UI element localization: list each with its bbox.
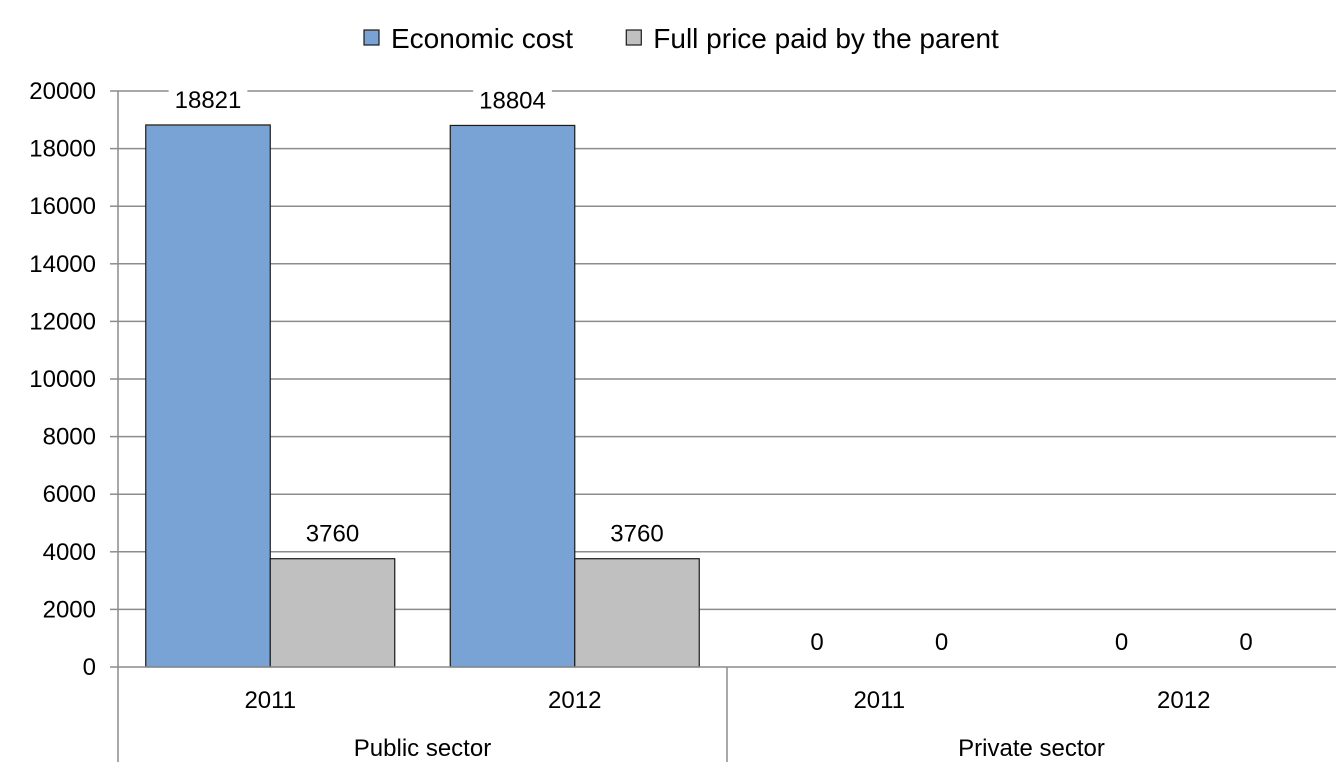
data-label-1-0: 3760 xyxy=(306,521,359,548)
data-label-0-0: 18821 xyxy=(175,87,242,114)
y-tick-label-4000: 4000 xyxy=(43,539,96,566)
x-category-label-2: 2011 xyxy=(853,687,905,714)
data-label-1-3: 0 xyxy=(1239,629,1252,656)
x-category-label-3: 2012 xyxy=(1157,687,1210,714)
y-tick-label-8000: 8000 xyxy=(43,424,96,451)
bar-full-price-paid-by-the-parent-0 xyxy=(269,558,396,668)
y-tick-label-0: 0 xyxy=(83,654,96,681)
x-category-label-1: 2012 xyxy=(548,687,601,714)
data-label-0-3: 0 xyxy=(1115,629,1128,656)
y-tick-label-2000: 2000 xyxy=(43,596,96,623)
y-tick-label-10000: 10000 xyxy=(29,366,96,393)
legend: Economic cost Full price paid by the pare… xyxy=(363,23,999,54)
labels: 18821 18804 0 0 3760 3760 0 0 xyxy=(168,85,1259,657)
bar-economic-cost-0 xyxy=(145,124,271,668)
data-label-bg-1-0 xyxy=(299,519,366,549)
x-category-label-0: 2011 xyxy=(244,687,296,714)
legend-swatch-0 xyxy=(363,29,380,46)
data-label-bg-1-3 xyxy=(1233,628,1259,657)
data-label-1-1: 3760 xyxy=(610,521,663,548)
x-group-label-0: Public sector xyxy=(354,735,491,762)
data-label-0-2: 0 xyxy=(810,629,823,656)
data-label-bg-0-1 xyxy=(473,86,552,116)
data-label-0-1: 18804 xyxy=(479,87,546,114)
legend-swatch-1 xyxy=(625,29,642,46)
data-label-bg-0-3 xyxy=(1108,628,1135,657)
data-label-bg-0-2 xyxy=(804,628,830,657)
y-tick-label-18000: 18000 xyxy=(29,136,96,163)
data-label-bg-0-0 xyxy=(168,85,248,115)
legend-label-1: Full price paid by the parent xyxy=(653,23,999,54)
data-label-bg-1-2 xyxy=(928,628,955,657)
y-tick-label-16000: 16000 xyxy=(29,193,96,220)
x-group-label-1: Private sector xyxy=(958,735,1105,762)
data-label-bg-1-1 xyxy=(604,519,670,549)
bar-full-price-paid-by-the-parent-1 xyxy=(574,558,700,668)
y-tick-label-20000: 20000 xyxy=(29,78,96,105)
gridlines xyxy=(118,90,1336,611)
axes: 0 2000 4000 6000 8000 10000 12000 14000 16000 180… xyxy=(29,78,1336,762)
y-tick-label-12000: 12000 xyxy=(29,308,96,335)
y-tick-label-6000: 6000 xyxy=(43,481,96,508)
data-label-1-2: 0 xyxy=(935,629,948,656)
y-tick-label-14000: 14000 xyxy=(29,251,96,278)
legend-label-0: Economic cost xyxy=(391,23,573,54)
bar-economic-cost-1 xyxy=(449,124,576,668)
